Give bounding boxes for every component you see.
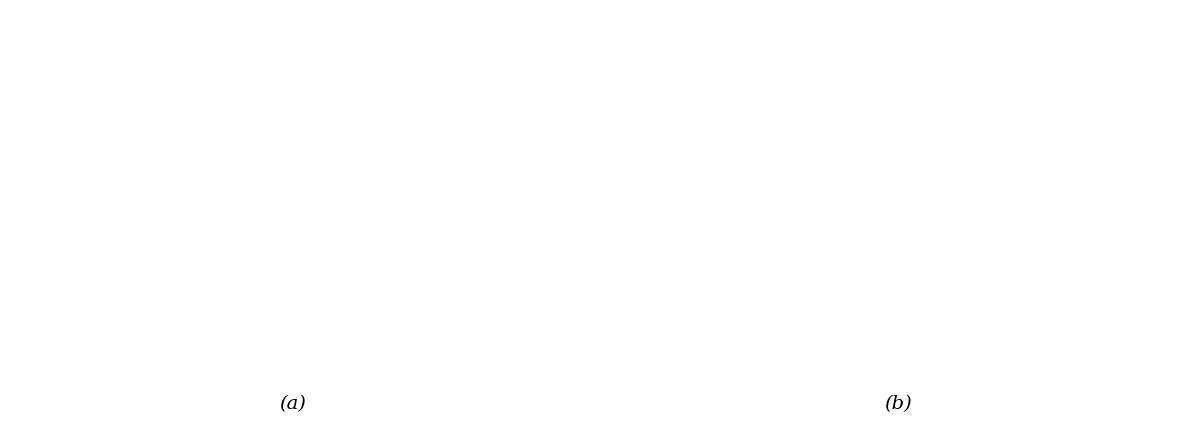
Text: (a): (a) [280, 395, 306, 413]
Text: (b): (b) [883, 395, 912, 413]
Text: hemorrhaging: hemorrhaging [1003, 45, 1121, 63]
Text: pus: pus [610, 45, 640, 63]
